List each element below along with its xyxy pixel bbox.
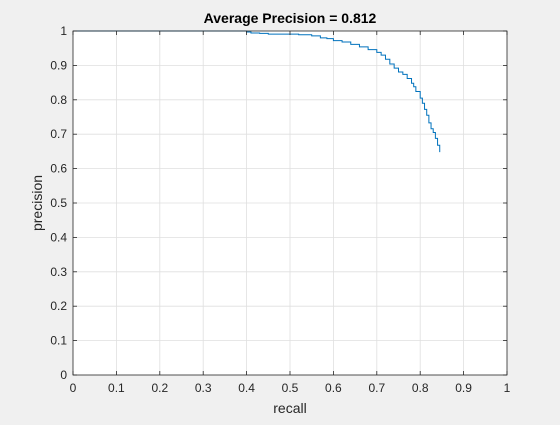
y-tick-label: 0 xyxy=(60,368,67,382)
y-tick-label: 0.2 xyxy=(50,299,67,313)
chart-title: Average Precision = 0.812 xyxy=(204,10,377,26)
ticks: 0 0.1 0.2 0.3 0.4 0.5 0.6 0.7 0.8 0.9 1 0 0.1 0.2 0.3 0… xyxy=(50,24,510,395)
y-tick-label: 0.8 xyxy=(50,93,67,107)
grid xyxy=(73,31,507,375)
x-tick-label: 0.5 xyxy=(282,381,299,395)
x-tick-label: 0 xyxy=(70,381,77,395)
x-tick-label: 1 xyxy=(504,381,511,395)
y-tick-label: 0.5 xyxy=(50,196,67,210)
series-layer xyxy=(73,30,441,153)
y-tick-label: 0.6 xyxy=(50,162,67,176)
y-tick-label: 0.1 xyxy=(50,334,67,348)
x-tick-label: 0.9 xyxy=(455,381,472,395)
x-axis-label: recall xyxy=(273,400,306,416)
y-tick-label: 0.7 xyxy=(50,127,67,141)
y-axis-label: precision xyxy=(29,175,45,231)
y-tick-label: 0.9 xyxy=(50,58,67,72)
x-tick-label: 0.6 xyxy=(325,381,342,395)
y-tick-label: 0.3 xyxy=(50,265,67,279)
x-tick-label: 0.2 xyxy=(151,381,168,395)
precision-recall-curve xyxy=(73,30,441,153)
x-tick-label: 0.8 xyxy=(412,381,429,395)
x-tick-label: 0.3 xyxy=(195,381,212,395)
x-tick-label: 0.1 xyxy=(108,381,125,395)
x-tick-label: 0.4 xyxy=(238,381,255,395)
y-tick-label: 1 xyxy=(60,24,67,38)
x-tick-label: 0.7 xyxy=(368,381,385,395)
y-tick-label: 0.4 xyxy=(50,230,67,244)
